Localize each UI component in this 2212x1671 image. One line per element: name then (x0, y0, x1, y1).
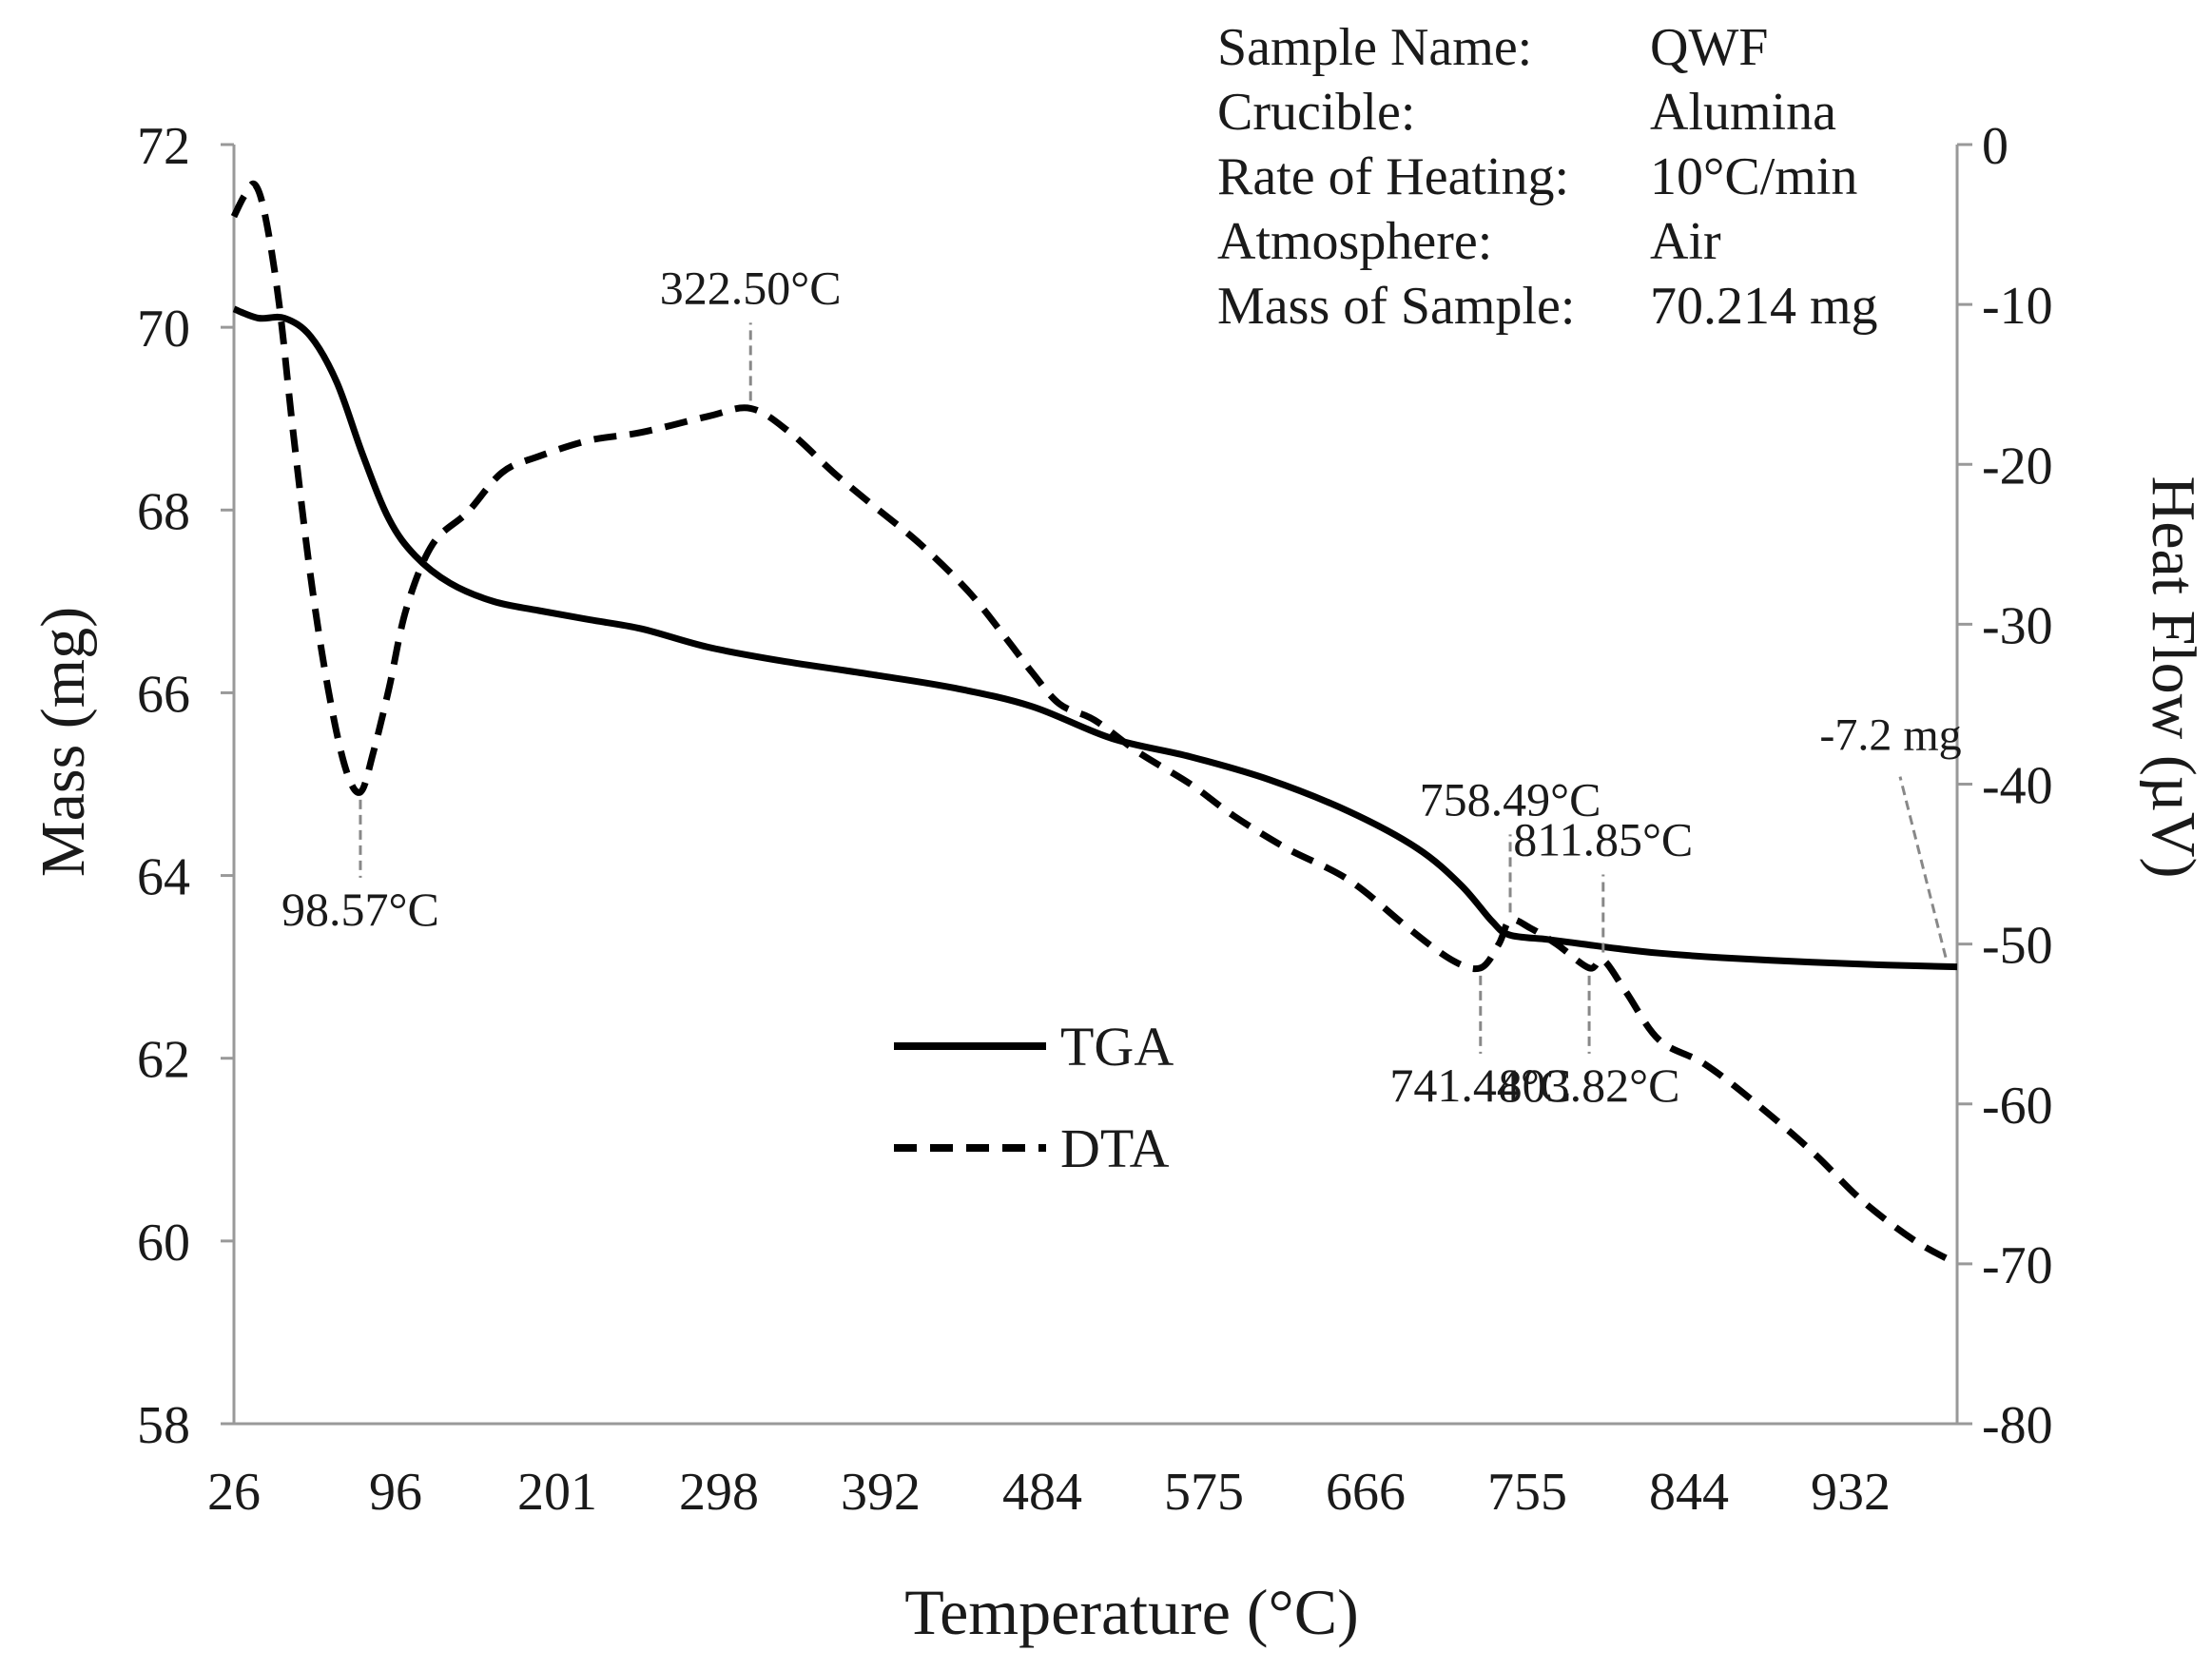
annotation: 758.49°C (1420, 772, 1601, 913)
x-tick-label: 392 (841, 1463, 921, 1522)
right-tick-label: -40 (1982, 757, 2053, 816)
right-tick-label: -20 (1982, 437, 2053, 495)
left-tick-label: 62 (137, 1031, 190, 1090)
info-key: Rate of Heating: (1217, 147, 1569, 206)
annotation: 98.57°C (281, 799, 439, 936)
left-tick-label: 66 (137, 665, 190, 724)
info-value: Alumina (1650, 83, 1836, 142)
right-tick-label: 0 (1982, 117, 2008, 176)
info-key: Sample Name: (1217, 18, 1532, 77)
left-tick-label: 70 (137, 300, 190, 359)
plot-area: 58 60 62 64 66 68 70 72 0 -10 -20 -30 -40 -50 -60 -70 -8… (137, 117, 2053, 1522)
x-tick-label: 201 (517, 1463, 597, 1522)
x-tick-label: 484 (1002, 1463, 1082, 1522)
info-value: 70.214 mg (1650, 277, 1878, 336)
left-tick-label: 60 (137, 1214, 190, 1273)
right-tick-label: -10 (1982, 277, 2053, 336)
annotation-label: 811.85°C (1513, 812, 1693, 865)
annotation-leader (1898, 776, 1948, 959)
left-tick-label: 68 (137, 482, 190, 541)
annotation: 803.82°C (1499, 975, 1680, 1112)
info-key: Atmosphere: (1217, 212, 1492, 271)
info-box: Sample Name: QWF Crucible: Alumina Rate of H… (1217, 18, 1878, 336)
x-tick-label: 298 (679, 1463, 759, 1522)
info-value: Air (1650, 212, 1721, 271)
series-line-dta (230, 180, 1959, 1267)
left-tick-label: 58 (137, 1396, 190, 1455)
right-tick-label: -70 (1982, 1236, 2053, 1295)
legend-label-dta: DTA (1060, 1117, 1170, 1179)
info-value: QWF (1650, 18, 1768, 77)
x-tick-label: 844 (1649, 1463, 1729, 1522)
x-tick-label: 26 (207, 1463, 261, 1522)
x-tick-label: 755 (1487, 1463, 1567, 1522)
x-tick-label: 666 (1326, 1463, 1406, 1522)
info-key: Crucible: (1217, 83, 1415, 142)
info-value: 10°C/min (1650, 147, 1857, 206)
x-tick-label: 575 (1164, 1463, 1244, 1522)
x-tick-label: 932 (1811, 1463, 1891, 1522)
annotation-label: 741.44°C (1389, 1059, 1571, 1112)
annotation: 322.50°C (660, 261, 842, 401)
annotation: -7.2 mg (1819, 710, 1962, 959)
annotation-label: 803.82°C (1499, 1059, 1680, 1112)
annotation-label: 758.49°C (1420, 772, 1601, 826)
right-tick-label: -60 (1982, 1077, 2053, 1136)
annotation-label: -7.2 mg (1819, 710, 1961, 761)
series-line-tga (232, 305, 1958, 971)
annotation: 741.44°C (1389, 975, 1571, 1112)
legend-label-tga: TGA (1060, 1016, 1174, 1078)
x-axis-title: Temperature (°C) (904, 1576, 1358, 1648)
info-key: Mass of Sample: (1217, 277, 1575, 336)
left-tick-label: 72 (137, 117, 190, 176)
annotation: 811.85°C (1513, 812, 1693, 953)
right-axis-title: Heat Flow (µV) (2139, 476, 2208, 879)
annotation-label: 98.57°C (281, 883, 439, 936)
left-tick-label: 64 (137, 848, 190, 907)
x-tick-label: 96 (369, 1463, 422, 1522)
right-tick-label: -30 (1982, 596, 2053, 655)
left-axis-title: Mass (mg) (29, 607, 98, 877)
right-tick-label: -80 (1982, 1396, 2053, 1455)
legend: TGA DTA (894, 1016, 1174, 1179)
annotation-label: 322.50°C (660, 261, 842, 314)
right-tick-label: -50 (1982, 917, 2053, 976)
